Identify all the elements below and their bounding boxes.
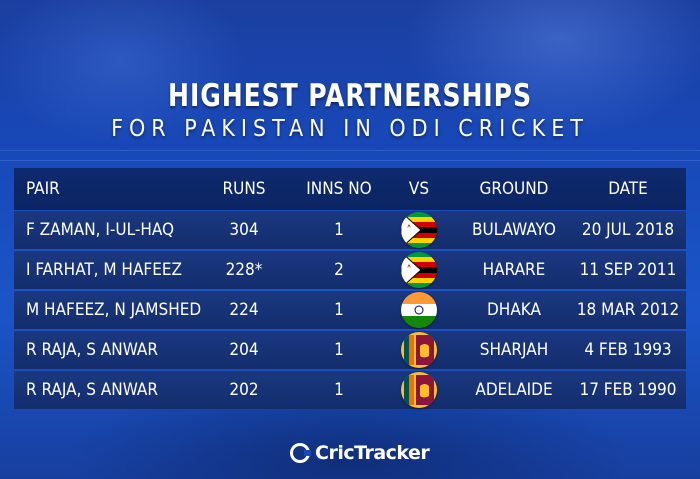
pair-cell: F ZAMAN, I-UL-HAQ <box>26 220 175 240</box>
vs-cell <box>384 291 454 329</box>
inns-no-cell: 1 <box>334 380 344 400</box>
ground-cell: BULAWAYO <box>472 220 556 240</box>
page-title: HIGHEST PARTNERSHIPS <box>168 78 532 114</box>
date-cell: 17 FEB 1990 <box>579 380 677 400</box>
vs-cell <box>384 211 454 249</box>
runs-cell: 204 <box>229 340 259 360</box>
date-cell: 18 MAR 2012 <box>576 300 680 320</box>
zimbabwe-flag-icon <box>401 212 437 248</box>
runs-cell: 228* <box>225 260 263 280</box>
table-row: I FARHAT, M HAFEEZ 228* 2 HARARE 11 SEP … <box>14 251 686 289</box>
sri-lanka-flag-icon <box>401 372 437 408</box>
header-date: DATE <box>608 179 648 199</box>
ground-cell: SHARJAH <box>479 340 549 360</box>
table-row: F ZAMAN, I-UL-HAQ 304 1 BULAWAYO 20 JUL … <box>14 211 686 249</box>
header-pair: PAIR <box>26 179 60 199</box>
vs-cell <box>384 371 454 409</box>
crictracker-logo: CricTracker <box>290 442 430 464</box>
crictracker-logo-icon <box>290 443 311 463</box>
inns-no-cell: 1 <box>334 340 344 360</box>
header-vs: VS <box>408 179 430 199</box>
pair-cell: R RAJA, S ANWAR <box>26 340 158 360</box>
table-row: M HAFEEZ, N JAMSHED 224 1 DHAKA 18 MAR 2… <box>14 291 686 329</box>
brand-name: CricTracker <box>315 442 430 464</box>
runs-cell: 304 <box>229 220 259 240</box>
india-flag-icon <box>401 292 437 328</box>
header-inns-no: INNS NO <box>306 179 372 199</box>
date-cell: 20 JUL 2018 <box>581 220 675 240</box>
pair-cell: R RAJA, S ANWAR <box>26 380 158 400</box>
inns-no-cell: 1 <box>334 300 344 320</box>
runs-cell: 224 <box>229 300 259 320</box>
zimbabwe-flag-icon <box>401 252 437 288</box>
pair-cell: M HAFEEZ, N JAMSHED <box>26 300 202 320</box>
ground-cell: ADELAIDE <box>475 380 553 400</box>
background-line <box>0 150 700 151</box>
ground-cell: HARARE <box>482 260 546 280</box>
header-ground: GROUND <box>479 179 549 199</box>
date-cell: 4 FEB 1993 <box>584 340 672 360</box>
vs-cell <box>384 331 454 369</box>
background-line <box>0 160 700 161</box>
inns-no-cell: 2 <box>334 260 344 280</box>
table-row: R RAJA, S ANWAR 202 1 ADELAIDE 17 FEB 19… <box>14 371 686 409</box>
page-subtitle: FOR PAKISTAN IN ODI CRICKET <box>111 116 589 142</box>
pair-cell: I FARHAT, M HAFEEZ <box>26 260 182 280</box>
runs-cell: 202 <box>229 380 259 400</box>
date-cell: 11 SEP 2011 <box>579 260 677 280</box>
inns-no-cell: 1 <box>334 220 344 240</box>
table-header: PAIR RUNS INNS NO VS GROUND DATE <box>14 168 686 210</box>
table-row: R RAJA, S ANWAR 204 1 SHARJAH 4 FEB 1993 <box>14 331 686 369</box>
sri-lanka-flag-icon <box>401 332 437 368</box>
vs-cell <box>384 251 454 289</box>
ground-cell: DHAKA <box>487 300 541 320</box>
header-runs: RUNS <box>222 179 266 199</box>
